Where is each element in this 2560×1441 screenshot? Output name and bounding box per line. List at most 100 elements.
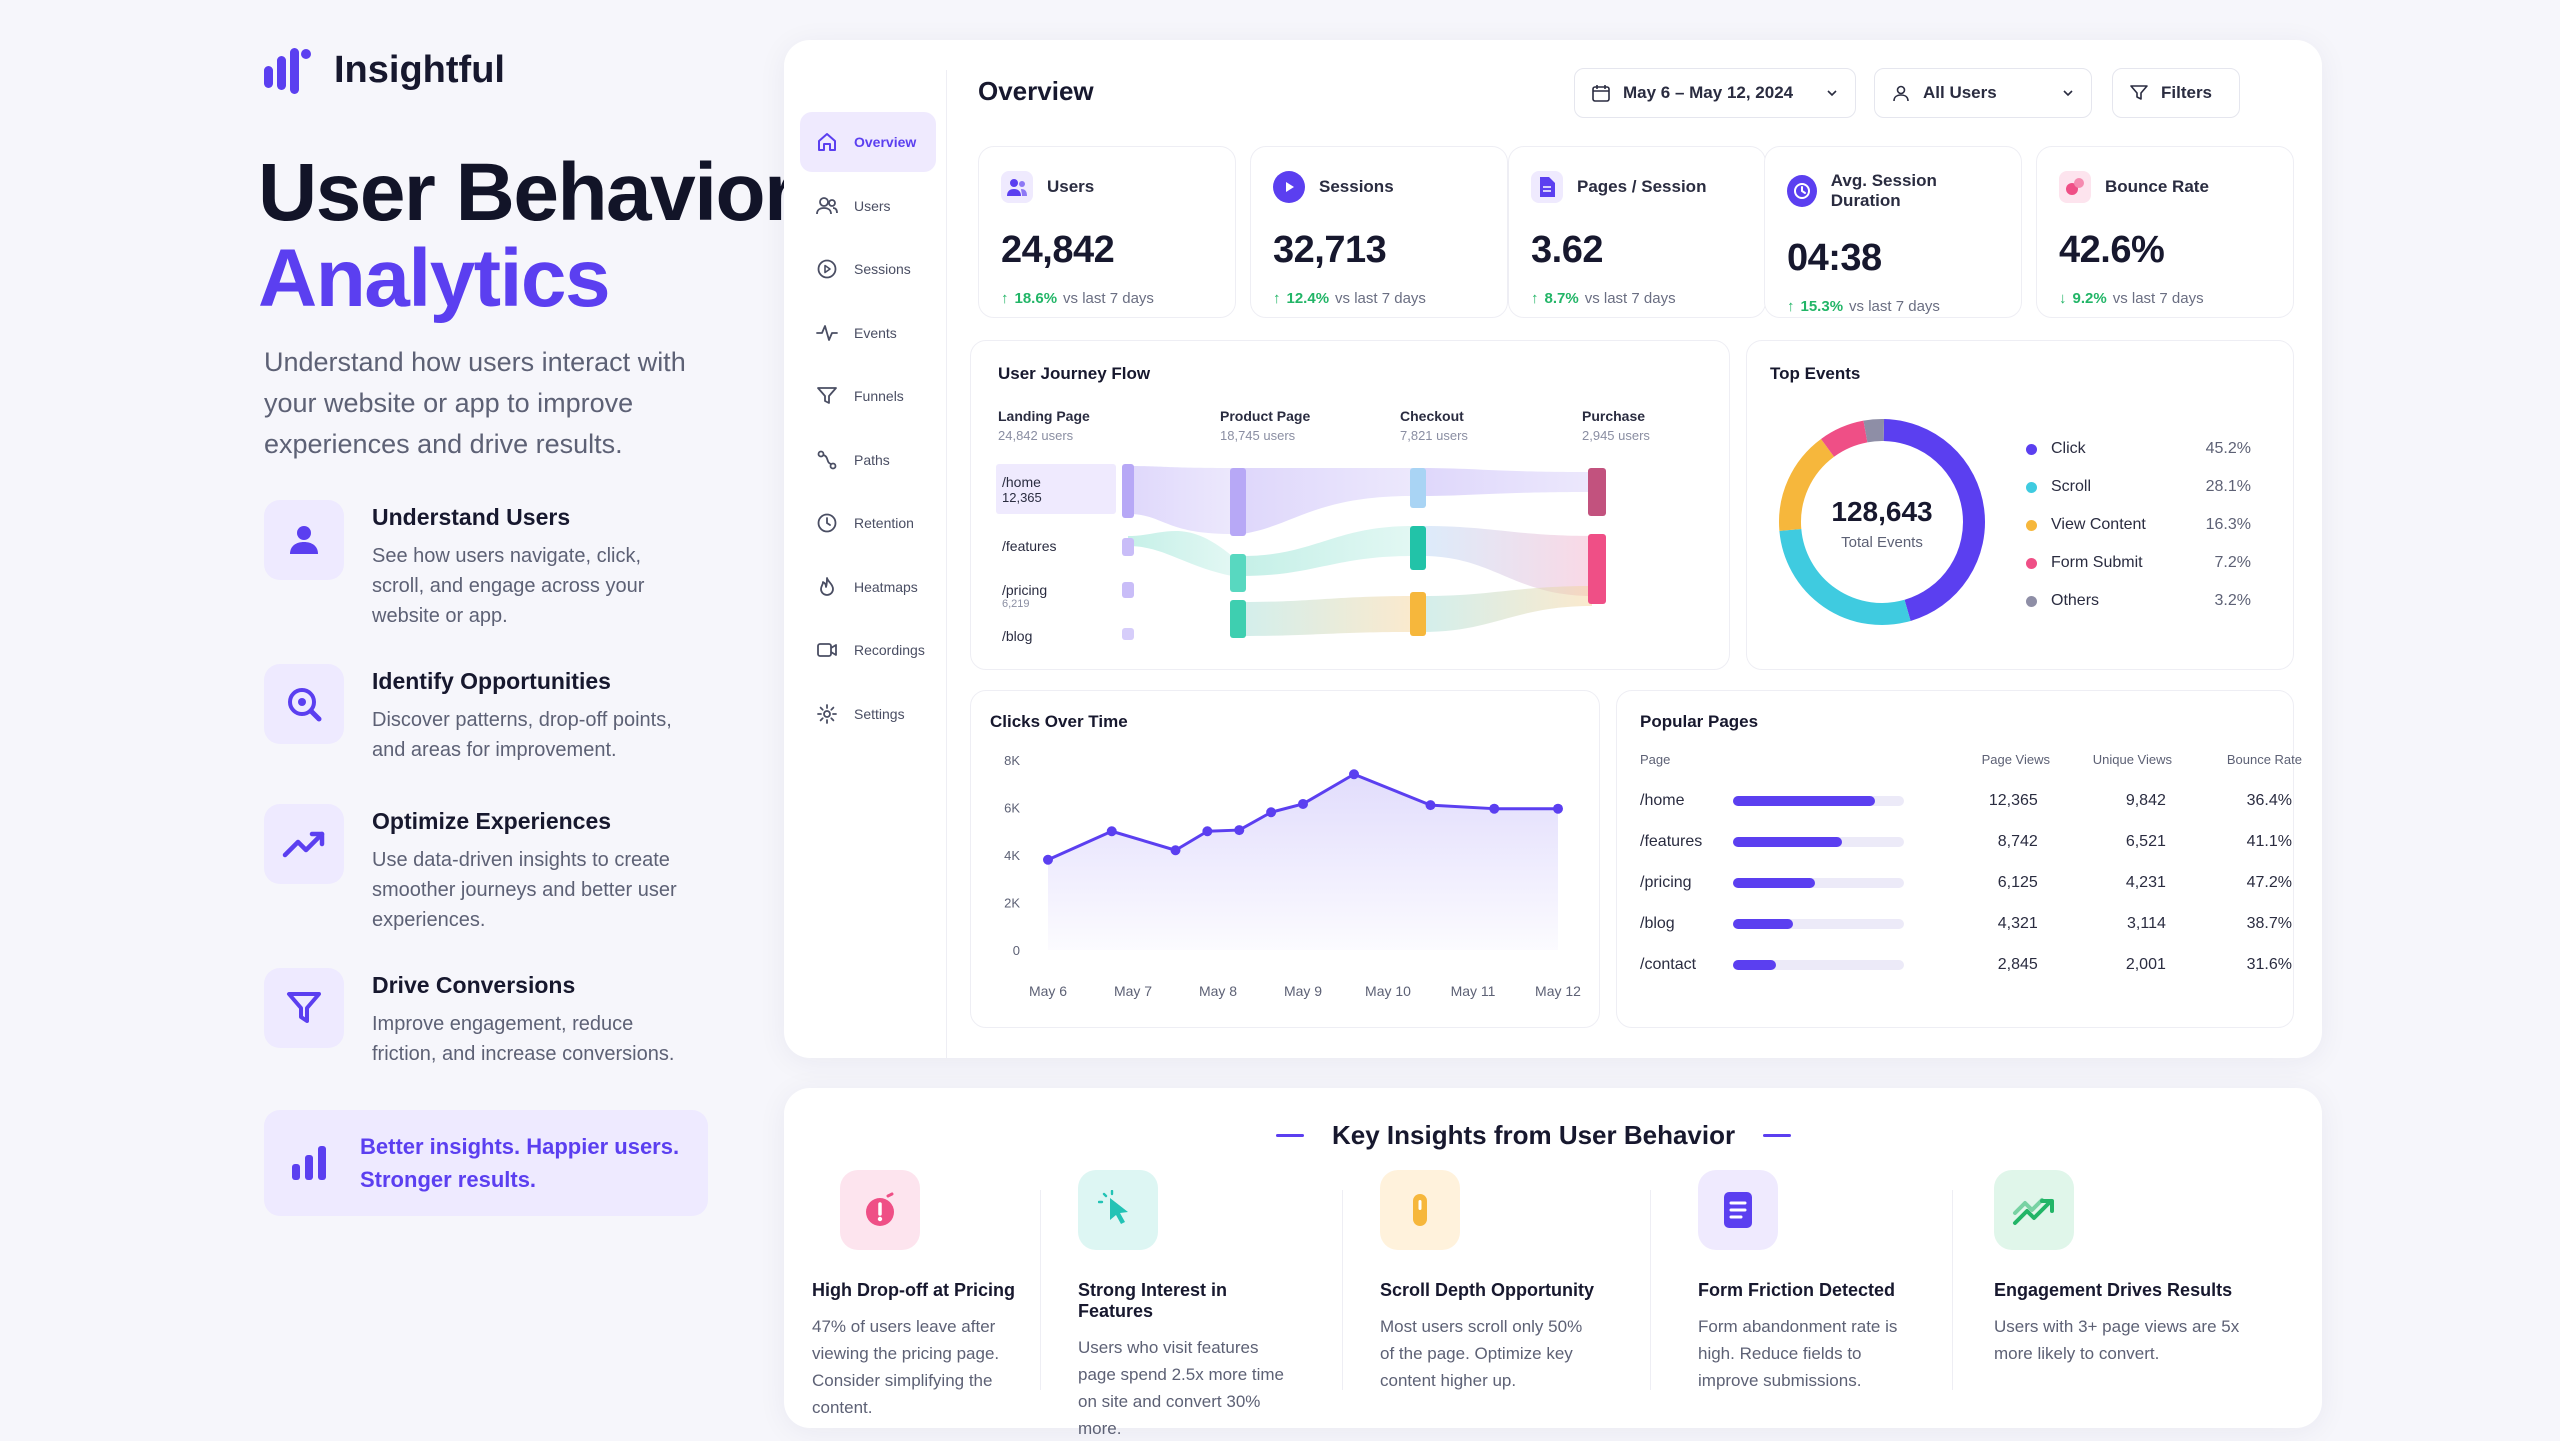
donut-slice-form-submit[interactable]: [1821, 420, 1868, 457]
cell-unique-views: 2,001: [2125, 955, 2166, 973]
legend-pct: 3.2%: [2214, 592, 2251, 609]
col-header-bounce-rate: Bounce Rate: [2226, 752, 2302, 767]
cell-bounce-rate: 38.7%: [2246, 914, 2292, 932]
data-point[interactable]: [1202, 826, 1213, 837]
donut-slice-view-content[interactable]: [1779, 438, 1835, 531]
donut-center: 128,643 Total Events: [1772, 496, 1992, 551]
data-point[interactable]: [1489, 803, 1500, 814]
node-checkout-b: [1410, 526, 1426, 570]
date-range-picker[interactable]: May 6 – May 12, 2024: [1574, 68, 1856, 118]
scroll-icon: [1380, 1170, 1460, 1250]
data-point[interactable]: [1425, 800, 1436, 811]
kpi-value: 42.6%: [2059, 229, 2165, 271]
cell-page-views: 2,845: [1997, 955, 2038, 973]
cell-page: /contact: [1640, 955, 1697, 973]
views-bar: [1733, 795, 1904, 806]
legend-dot: [2026, 519, 2037, 531]
col-header-page: Page: [1640, 752, 1671, 767]
insights-title: Key Insights from User Behavior: [1276, 1120, 1792, 1151]
col-header-page-views: Page Views: [1981, 752, 2050, 767]
table-row[interactable]: /pricing 6,125 4,231 47.2%: [1640, 862, 2292, 903]
sidebar-item-overview[interactable]: Overview: [800, 112, 936, 172]
donut-slice-scroll[interactable]: [1779, 528, 1911, 625]
sidebar-item-funnels[interactable]: Funnels: [800, 366, 936, 426]
kpi-value: 24,842: [1001, 229, 1115, 271]
table-row[interactable]: /contact 2,845 2,001 31.6%: [1640, 944, 2292, 985]
sidebar-item-users[interactable]: Users: [800, 176, 936, 236]
sidebar-item-sessions[interactable]: Sessions: [800, 239, 936, 299]
kpi-delta: 9.2%: [2072, 290, 2107, 307]
title-dash-right: [1763, 1134, 1792, 1137]
stage-users: 24,842 users: [998, 428, 1074, 443]
legend-pct: 7.2%: [2214, 554, 2251, 571]
clicks-chart-title: Clicks Over Time: [990, 712, 1128, 731]
donut-slice-others[interactable]: [1863, 419, 1885, 443]
kpi-value: 3.62: [1531, 229, 1603, 271]
sidebar-item-heatmaps[interactable]: Heatmaps: [800, 557, 936, 617]
kpi-compare: vs last 7 days: [1849, 298, 1940, 315]
sidebar-item-retention[interactable]: Retention: [800, 493, 936, 553]
kpi-label: Sessions: [1319, 177, 1394, 196]
stage-product: Product Page 18,745 users: [1220, 408, 1310, 443]
table-row[interactable]: /blog 4,321 3,114 38.7%: [1640, 903, 2292, 944]
data-point[interactable]: [1553, 803, 1563, 814]
video-icon: [817, 643, 837, 657]
cell-page-views: 4,321: [1997, 914, 2038, 932]
cell-page: /features: [1640, 832, 1703, 850]
kpi-value: 04:38: [1787, 237, 1882, 279]
document-icon: [1531, 171, 1563, 203]
users-icon: [1001, 171, 1033, 203]
insight-desc: Users who visit features page spend 2.5x…: [1078, 1338, 1285, 1438]
segment-select[interactable]: All Users: [1874, 68, 2092, 118]
stage-name: Checkout: [1400, 408, 1464, 424]
x-tick-label: May 12: [1535, 983, 1581, 999]
play-icon: [1273, 171, 1305, 203]
popular-pages-table: /home 12,365 9,842 36.4% /features 8,742 6,521…: [1640, 780, 2292, 985]
node-home: [1122, 464, 1134, 518]
views-bar: [1733, 959, 1904, 970]
data-point[interactable]: [1106, 826, 1117, 837]
hero-title-line1: User Behavior: [258, 147, 796, 238]
filters-button[interactable]: Filters: [2112, 68, 2240, 118]
stage-checkout: Checkout 7,821 users: [1400, 408, 1468, 443]
table-row[interactable]: /home 12,365 9,842 36.4%: [1640, 780, 2292, 821]
sessions-icon: [817, 259, 837, 279]
feature-understand-users: Understand Users See how users navigate,…: [264, 500, 692, 631]
cell-unique-views: 6,521: [2125, 832, 2166, 850]
chevron-down-icon: [1827, 90, 1837, 97]
cell-bounce-rate: 41.1%: [2246, 832, 2292, 850]
donut-slice-click[interactable]: [1883, 419, 1985, 621]
data-point[interactable]: [1234, 825, 1245, 836]
insight-separator: [1040, 1190, 1041, 1390]
node-blog: [1122, 628, 1134, 640]
journey-page-home: /home 12,365: [1002, 474, 1042, 505]
gear-icon: [817, 703, 837, 724]
table-row[interactable]: /features 8,742 6,521 41.1%: [1640, 821, 2292, 862]
journey-page-blog: /blog: [1002, 628, 1032, 644]
legend-pct: 16.3%: [2205, 516, 2251, 533]
kpi-delta-up-icon: ↑: [1273, 290, 1281, 307]
x-tick-label: May 6: [1029, 983, 1067, 999]
hero-title: User Behavior Analytics: [258, 147, 796, 322]
feature-title: Optimize Experiences: [372, 808, 612, 834]
sidebar-item-settings[interactable]: Settings: [800, 684, 936, 744]
sidebar-item-recordings[interactable]: Recordings: [800, 620, 936, 680]
sidebar-item-label: Overview: [854, 134, 917, 150]
sidebar-item-events[interactable]: Events: [800, 303, 936, 363]
data-point[interactable]: [1349, 769, 1359, 780]
x-tick-label: May 10: [1365, 983, 1411, 999]
data-point[interactable]: [1298, 798, 1308, 809]
data-point[interactable]: [1170, 845, 1181, 856]
flow-checkout-purchase-3: [1422, 586, 1592, 632]
cell-bounce-rate: 31.6%: [2246, 955, 2292, 973]
flow-checkout-purchase-2: [1422, 526, 1592, 596]
journey-home-highlight: [996, 464, 1116, 514]
legend-item-view-content: View Content 16.3%: [2026, 506, 2251, 544]
data-point[interactable]: [1043, 854, 1053, 865]
legend-name: Scroll: [2051, 478, 2092, 495]
views-bar-fill: [1733, 795, 1875, 806]
kpi-delta: 15.3%: [1800, 298, 1844, 315]
data-point[interactable]: [1266, 807, 1277, 818]
journey-page-path: /pricing: [1002, 582, 1048, 598]
sidebar-item-paths[interactable]: Paths: [800, 430, 936, 490]
